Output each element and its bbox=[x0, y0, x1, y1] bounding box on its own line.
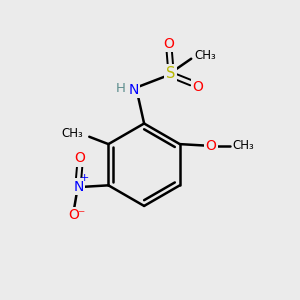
Text: H: H bbox=[116, 82, 125, 95]
Text: O: O bbox=[74, 151, 85, 165]
Text: S: S bbox=[166, 66, 175, 81]
Text: CH₃: CH₃ bbox=[232, 139, 254, 152]
Text: O: O bbox=[205, 139, 216, 153]
Text: O: O bbox=[68, 208, 80, 222]
Text: N: N bbox=[73, 180, 84, 194]
Text: CH₃: CH₃ bbox=[61, 127, 83, 140]
Text: N: N bbox=[129, 82, 139, 97]
Text: +: + bbox=[80, 173, 89, 183]
Text: O: O bbox=[192, 80, 203, 94]
Text: ⁻: ⁻ bbox=[77, 208, 84, 222]
Text: O: O bbox=[164, 37, 175, 51]
Text: CH₃: CH₃ bbox=[194, 49, 216, 62]
